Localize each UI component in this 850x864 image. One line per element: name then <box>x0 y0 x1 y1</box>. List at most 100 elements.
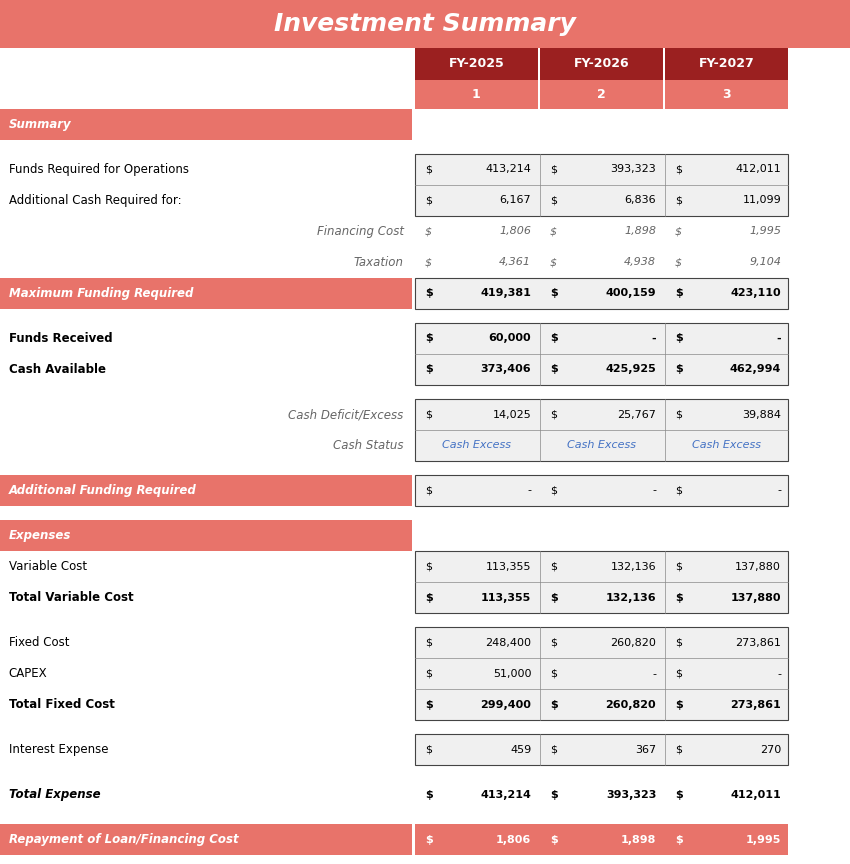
Text: 39,884: 39,884 <box>742 410 781 420</box>
Text: $: $ <box>675 257 682 267</box>
Text: $: $ <box>675 669 682 678</box>
Bar <box>415 399 788 461</box>
Text: -: - <box>527 486 531 496</box>
Text: $: $ <box>425 365 433 374</box>
Text: Total Fixed Cost: Total Fixed Cost <box>8 698 115 711</box>
Text: $: $ <box>425 745 432 755</box>
Text: 4,938: 4,938 <box>624 257 656 267</box>
Bar <box>415 627 788 721</box>
Text: FY-2026: FY-2026 <box>574 57 629 71</box>
Text: 400,159: 400,159 <box>605 289 656 298</box>
Bar <box>0 824 412 855</box>
Bar <box>0 520 412 551</box>
Text: 299,400: 299,400 <box>480 700 531 709</box>
Text: 1,806: 1,806 <box>496 835 531 845</box>
Text: $: $ <box>675 195 682 206</box>
Text: 459: 459 <box>510 745 531 755</box>
Text: $: $ <box>675 638 682 648</box>
Bar <box>415 278 788 308</box>
Text: Fixed Cost: Fixed Cost <box>8 636 69 649</box>
Text: 6,836: 6,836 <box>625 195 656 206</box>
Text: $: $ <box>675 486 682 496</box>
Text: 137,880: 137,880 <box>731 593 781 602</box>
Text: 4,361: 4,361 <box>499 257 531 267</box>
Text: $: $ <box>675 365 683 374</box>
Text: $: $ <box>425 226 432 237</box>
Text: 248,400: 248,400 <box>485 638 531 648</box>
Text: $: $ <box>425 790 433 800</box>
Text: $: $ <box>550 700 558 709</box>
Bar <box>0 278 412 308</box>
Text: 11,099: 11,099 <box>742 195 781 206</box>
Bar <box>665 80 788 109</box>
Text: $: $ <box>425 562 432 572</box>
Text: 1,898: 1,898 <box>624 226 656 237</box>
Text: 3: 3 <box>722 88 731 101</box>
Text: Repayment of Loan/Financing Cost: Repayment of Loan/Financing Cost <box>8 834 238 847</box>
Text: 1,898: 1,898 <box>620 835 656 845</box>
Text: Cash Excess: Cash Excess <box>692 441 761 450</box>
Text: -: - <box>777 669 781 678</box>
Bar <box>415 399 788 461</box>
Text: Additional Funding Required: Additional Funding Required <box>8 484 196 497</box>
Text: Cash Status: Cash Status <box>333 439 404 452</box>
Bar <box>540 80 663 109</box>
Text: 412,011: 412,011 <box>735 164 781 175</box>
Text: $: $ <box>550 593 558 602</box>
Text: Investment Summary: Investment Summary <box>274 12 576 35</box>
Bar <box>665 48 788 80</box>
Text: Financing Cost: Financing Cost <box>317 225 404 238</box>
Bar <box>415 734 788 766</box>
Bar <box>0 0 850 48</box>
Bar <box>540 48 663 80</box>
Text: $: $ <box>675 289 683 298</box>
Text: $: $ <box>550 790 558 800</box>
Text: $: $ <box>425 835 433 845</box>
Text: $: $ <box>550 638 557 648</box>
Text: $: $ <box>550 226 557 237</box>
Text: $: $ <box>550 289 558 298</box>
Text: CAPEX: CAPEX <box>8 667 47 680</box>
Text: 2: 2 <box>597 88 606 101</box>
Text: $: $ <box>675 790 683 800</box>
Text: 260,820: 260,820 <box>605 700 656 709</box>
Text: $: $ <box>425 289 433 298</box>
Text: 1,995: 1,995 <box>745 835 781 845</box>
Text: 270: 270 <box>760 745 781 755</box>
Text: 132,136: 132,136 <box>610 562 656 572</box>
Text: 423,110: 423,110 <box>730 289 781 298</box>
Bar <box>415 627 788 721</box>
Text: 425,925: 425,925 <box>605 365 656 374</box>
Text: $: $ <box>425 257 432 267</box>
Text: $: $ <box>550 745 557 755</box>
Bar <box>415 551 788 613</box>
Text: $: $ <box>550 486 557 496</box>
Text: -: - <box>777 334 781 344</box>
Text: Cash Deficit/Excess: Cash Deficit/Excess <box>288 408 404 421</box>
Text: 273,861: 273,861 <box>730 700 781 709</box>
Text: 373,406: 373,406 <box>480 365 531 374</box>
Text: 14,025: 14,025 <box>492 410 531 420</box>
Text: $: $ <box>550 164 557 175</box>
Bar <box>415 734 788 766</box>
Bar <box>415 323 788 385</box>
Text: 132,136: 132,136 <box>605 593 656 602</box>
Bar <box>415 154 788 216</box>
Text: $: $ <box>675 745 682 755</box>
Text: 137,880: 137,880 <box>735 562 781 572</box>
Text: $: $ <box>425 164 432 175</box>
Text: -: - <box>777 486 781 496</box>
Bar <box>415 154 788 216</box>
Text: $: $ <box>550 195 557 206</box>
Text: $: $ <box>425 593 433 602</box>
Text: -: - <box>652 486 656 496</box>
Text: -: - <box>652 334 656 344</box>
Text: 1,995: 1,995 <box>749 226 781 237</box>
Text: Funds Received: Funds Received <box>8 332 112 345</box>
Text: 260,820: 260,820 <box>610 638 656 648</box>
Text: $: $ <box>675 835 683 845</box>
Text: Taxation: Taxation <box>354 256 404 269</box>
Text: -: - <box>652 669 656 678</box>
Text: $: $ <box>550 257 557 267</box>
Bar <box>415 80 538 109</box>
